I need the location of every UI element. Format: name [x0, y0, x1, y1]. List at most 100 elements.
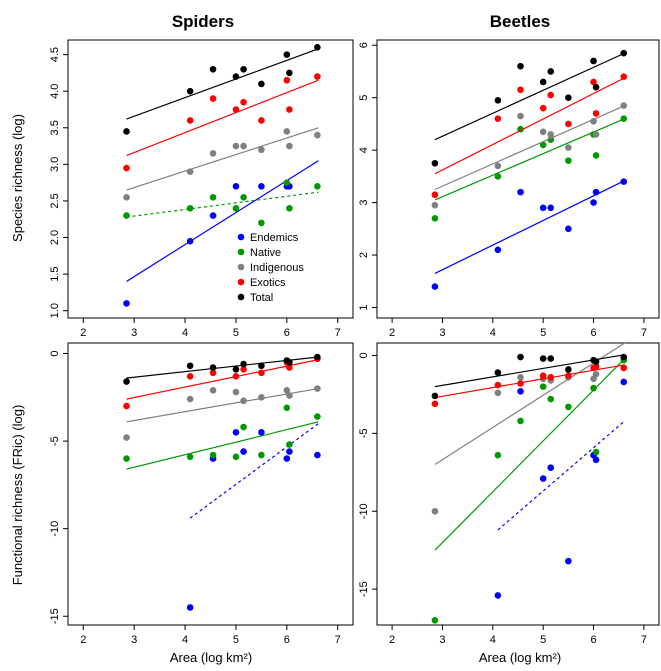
panel-3-point-exotics: [240, 365, 247, 373]
panel-2-point-native: [565, 157, 572, 164]
panel-2-point-endemics: [431, 283, 439, 290]
legend-marker-endemics: [237, 233, 245, 241]
panel-1-point-exotics: [186, 117, 194, 124]
panel-3-point-exotics: [186, 372, 194, 380]
panel-3-point-indigenous: [286, 392, 293, 399]
panel-2-point-indigenous: [539, 128, 547, 136]
panel-2-point-total: [431, 159, 439, 167]
panel-1-point-exotics: [258, 117, 265, 124]
panel-1-point-native: [232, 204, 240, 212]
panel-2: 2 3 4 5 6 7 1 2 3 4 5 6: [358, 39, 660, 339]
panel-1-point-total: [232, 73, 240, 80]
panel-2-point-endemics: [590, 199, 597, 206]
panel-2-point-indigenous: [494, 162, 502, 170]
panel-2-x-tick-label: 3: [439, 327, 445, 339]
panel-1-point-native: [314, 183, 321, 190]
panel-1-point-exotics: [232, 106, 240, 113]
panel-3-point-endemics: [286, 448, 293, 455]
panel-2-point-endemics: [620, 178, 628, 185]
panel-1-point-exotics: [209, 95, 217, 102]
panel-1-point-total: [286, 69, 293, 77]
panel-4-y-tick-label: -15: [358, 581, 370, 597]
panel-1-fit-line-indigenous: [126, 127, 319, 191]
panel-2-point-total: [547, 68, 555, 75]
panel-2-fit-line-exotics: [434, 77, 626, 175]
panel-4-point-exotics: [592, 363, 600, 370]
panel-3-point-endemics: [186, 604, 194, 611]
panel-4-point-exotics: [547, 373, 555, 381]
x-axis-title-beetles: Area (log km²): [479, 650, 561, 665]
panel-2-point-endemics: [592, 188, 600, 196]
panel-3-point-native: [232, 453, 240, 461]
panel-1-point-native: [123, 212, 130, 219]
column-title-spiders: Spiders: [172, 12, 234, 31]
panel-3-point-indigenous: [314, 385, 321, 392]
panel-1: 2 3 4 5 6 7 1.0 1.5 2.0 2.5 3.0 3.5 4.0 4.5: [49, 39, 354, 339]
panel-3-fit-line-native: [126, 421, 319, 470]
panel-3-point-endemics: [232, 429, 240, 436]
panel-2-point-endemics: [539, 204, 547, 212]
panel-1-y-tick-label: 3.5: [49, 120, 61, 135]
panel-3-point-indigenous: [123, 434, 130, 441]
panel-1-x-tick-label: 3: [131, 327, 137, 339]
panel-3-point-total: [209, 364, 217, 371]
panel-1-y-tick-label: 4.5: [49, 47, 61, 62]
panel-3-point-native: [123, 455, 130, 462]
panel-4-point-exotics: [517, 380, 524, 387]
panel-2-point-indigenous: [431, 201, 439, 209]
panel-3-point-indigenous: [209, 386, 217, 394]
panel-3-point-native: [258, 451, 265, 459]
panel-2-frame: [376, 39, 660, 319]
panel-3-point-total: [286, 358, 293, 366]
panel-3-point-endemics: [283, 455, 291, 462]
panel-2-point-total: [539, 78, 547, 86]
panel-4-point-exotics: [431, 400, 439, 408]
panel-2-point-exotics: [431, 191, 439, 199]
panel-1-point-indigenous: [286, 142, 293, 150]
panel-1-point-exotics: [286, 106, 293, 113]
panel-3-point-native: [283, 404, 291, 412]
panel-1-x-tick-label: 5: [233, 327, 239, 339]
y-axis-title-functional-richness: Functional richness (FRic) (log): [10, 405, 25, 586]
panel-1-point-native: [283, 179, 291, 186]
panel-1-point-native: [258, 219, 265, 227]
panel-4-point-total: [517, 353, 524, 361]
panel-4-point-endemics: [517, 387, 524, 395]
panel-1-point-indigenous: [186, 168, 194, 175]
legend-marker-exotics: [237, 278, 245, 286]
panel-1-point-native: [209, 193, 217, 201]
panel-1-point-exotics: [283, 76, 291, 84]
panel-4-point-exotics: [539, 372, 547, 380]
panel-4-point-indigenous: [592, 370, 600, 378]
panel-1-point-exotics: [240, 98, 247, 106]
panel-4-frame: [376, 342, 660, 626]
panel-4-point-total: [620, 353, 628, 361]
panel-3-x-tick-label: 2: [80, 634, 86, 646]
panel-2-y-tick-label: 3: [358, 200, 370, 206]
panel-4-point-indigenous: [431, 507, 439, 515]
panel-2-point-native: [620, 115, 628, 122]
panel-4-point-indigenous: [517, 373, 524, 381]
panel-2-point-endemics: [494, 246, 502, 254]
panel-1-x-tick-label: 2: [80, 327, 86, 339]
panel-3-x-tick-label: 6: [284, 634, 290, 646]
panel-2-point-indigenous: [620, 102, 628, 109]
panel-1-point-native: [286, 204, 293, 212]
panel-2-point-endemics: [547, 204, 555, 212]
panel-4-x-tick-label: 4: [490, 634, 496, 646]
panel-3-point-indigenous: [240, 397, 247, 405]
panel-3-point-native: [186, 453, 194, 461]
panel-4-point-total: [494, 369, 502, 376]
panel-2-point-endemics: [517, 188, 524, 196]
panel-2-point-total: [494, 97, 502, 104]
panel-3-x-tick-label: 3: [131, 634, 137, 646]
panel-4: 2 3 4 5 6 7 0 -5 -10 -15: [358, 342, 660, 646]
panel-3-point-exotics: [209, 369, 217, 377]
panel-2-fit-line-total: [434, 52, 626, 141]
panel-1-y-tick-label: 4.0: [49, 84, 61, 99]
panel-1-point-indigenous: [209, 150, 217, 157]
column-title-beetles: Beetles: [490, 12, 550, 31]
panel-1-point-total: [123, 128, 130, 135]
panel-3-point-endemics: [314, 451, 321, 459]
panel-1-y-tick-label: 3.0: [49, 157, 61, 172]
